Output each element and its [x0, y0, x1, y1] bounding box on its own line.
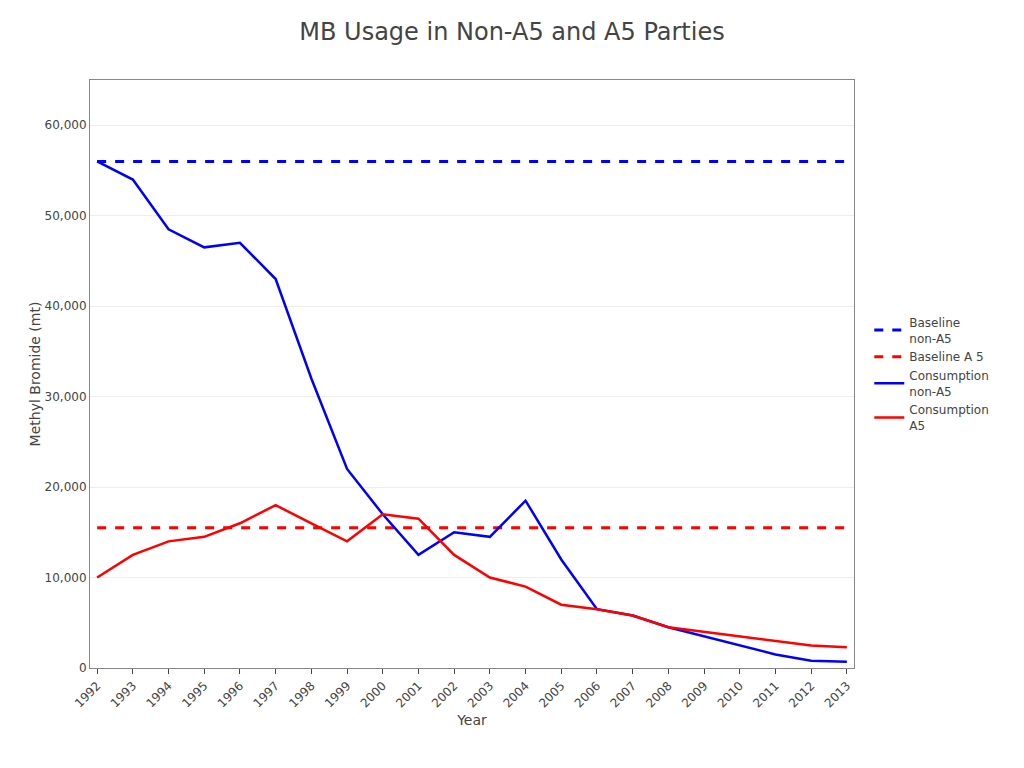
svg-text:1997: 1997	[251, 679, 282, 710]
svg-text:1996: 1996	[215, 679, 246, 710]
svg-text:Baselinenon-A5: Baselinenon-A5	[909, 316, 960, 346]
svg-text:30,000: 30,000	[45, 390, 87, 404]
svg-text:2013: 2013	[822, 679, 853, 710]
svg-text:50,000: 50,000	[45, 209, 87, 223]
svg-text:2008: 2008	[643, 679, 674, 710]
svg-text:1992: 1992	[72, 679, 103, 710]
svg-text:2009: 2009	[679, 679, 710, 710]
svg-text:60,000: 60,000	[45, 118, 87, 132]
svg-text:1994: 1994	[143, 679, 174, 710]
svg-text:2003: 2003	[465, 679, 496, 710]
svg-text:2002: 2002	[429, 679, 460, 710]
svg-text:40,000: 40,000	[45, 299, 87, 313]
svg-text:20,000: 20,000	[45, 480, 87, 494]
svg-text:1993: 1993	[108, 679, 139, 710]
svg-text:2005: 2005	[536, 679, 567, 710]
svg-text:0: 0	[79, 661, 87, 675]
svg-text:2011: 2011	[750, 679, 781, 710]
svg-text:2000: 2000	[358, 679, 389, 710]
svg-text:10,000: 10,000	[45, 571, 87, 585]
svg-text:2007: 2007	[608, 679, 639, 710]
svg-text:Methyl Bromide (mt): Methyl Bromide (mt)	[27, 302, 43, 447]
svg-text:MB Usage in Non-A5 and A5 Part: MB Usage in Non-A5 and A5 Parties	[299, 18, 724, 46]
svg-text:2012: 2012	[786, 679, 817, 710]
svg-text:2010: 2010	[715, 679, 746, 710]
svg-text:2004: 2004	[500, 679, 531, 710]
svg-text:1999: 1999	[322, 679, 353, 710]
svg-text:Consumptionnon-A5: Consumptionnon-A5	[909, 369, 988, 399]
svg-text:1998: 1998	[286, 679, 317, 710]
svg-text:ConsumptionA5: ConsumptionA5	[909, 403, 988, 433]
svg-text:Year: Year	[456, 712, 487, 728]
svg-text:Baseline A 5: Baseline A 5	[909, 350, 983, 364]
svg-text:2001: 2001	[393, 679, 424, 710]
svg-text:2006: 2006	[572, 679, 603, 710]
svg-text:1995: 1995	[179, 679, 210, 710]
